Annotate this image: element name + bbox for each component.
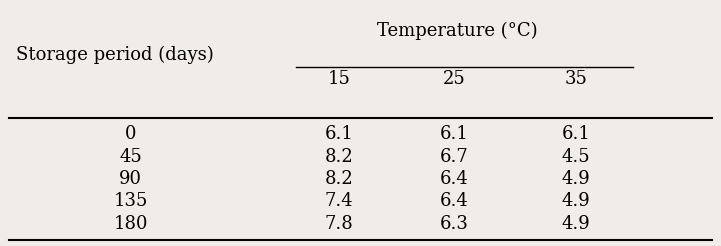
Text: 6.3: 6.3: [439, 215, 469, 233]
Text: 6.7: 6.7: [440, 148, 468, 166]
Text: 8.2: 8.2: [324, 170, 353, 188]
Text: 35: 35: [565, 70, 588, 88]
Text: 180: 180: [113, 215, 148, 233]
Text: 25: 25: [443, 70, 465, 88]
Text: 6.1: 6.1: [324, 125, 353, 143]
Text: 90: 90: [119, 170, 142, 188]
Text: 4.9: 4.9: [562, 170, 590, 188]
Text: 7.4: 7.4: [324, 192, 353, 210]
Text: 4.9: 4.9: [562, 215, 590, 233]
Text: 7.8: 7.8: [324, 215, 353, 233]
Text: 4.9: 4.9: [562, 192, 590, 210]
Text: Temperature (°C): Temperature (°C): [377, 21, 538, 40]
Text: 4.5: 4.5: [562, 148, 590, 166]
Text: 8.2: 8.2: [324, 148, 353, 166]
Text: 0: 0: [125, 125, 136, 143]
Text: 6.4: 6.4: [440, 192, 468, 210]
Text: 15: 15: [327, 70, 350, 88]
Text: 6.1: 6.1: [439, 125, 469, 143]
Text: Storage period (days): Storage period (days): [16, 46, 213, 64]
Text: 6.4: 6.4: [440, 170, 468, 188]
Text: 45: 45: [119, 148, 142, 166]
Text: 135: 135: [113, 192, 148, 210]
Text: 6.1: 6.1: [562, 125, 590, 143]
